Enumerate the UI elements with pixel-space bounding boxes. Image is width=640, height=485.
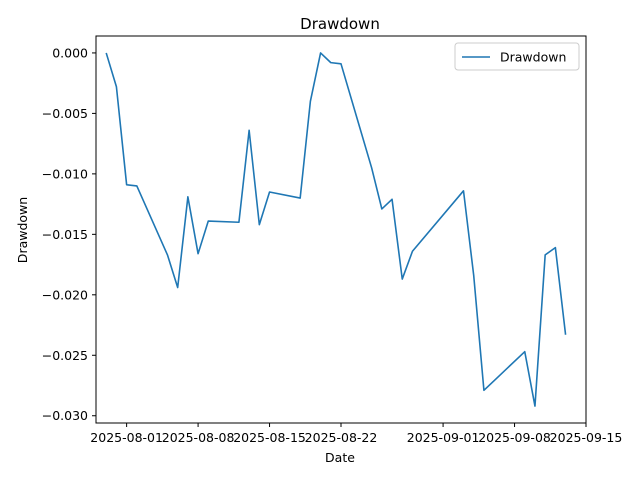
x-tick-label: 2025-09-08: [478, 430, 551, 445]
axes-frame: [95, 35, 587, 424]
y-tick-label: 0.000: [52, 45, 88, 60]
y-tick-label: −0.015: [42, 227, 88, 242]
plot-area: [105, 52, 567, 407]
y-tick-label: −0.010: [42, 166, 88, 181]
y-tick-label: −0.005: [42, 106, 88, 121]
legend-label: Drawdown: [500, 50, 566, 65]
x-tick-label: 2025-09-15: [550, 430, 623, 445]
series-line-0: [105, 52, 567, 407]
y-tick-label: −0.025: [42, 348, 88, 363]
x-tick-label: 2025-08-01: [90, 430, 163, 445]
y-axis-ticks: 0.000 −0.005 −0.010 −0.015 −0.020 −0.025 −0.03…: [42, 45, 96, 423]
x-axis-label: Date: [325, 450, 355, 465]
y-tick-label: −0.020: [42, 287, 88, 302]
x-tick-label: 2025-08-22: [305, 430, 378, 445]
legend: Drawdown: [454, 42, 580, 71]
x-tick-label: 2025-09-01: [407, 430, 480, 445]
x-tick-label: 2025-08-08: [162, 430, 235, 445]
chart-title: Drawdown: [300, 15, 380, 33]
x-tick-label: 2025-08-15: [233, 430, 306, 445]
legend-box: [454, 42, 580, 71]
y-tick-label: −0.030: [42, 408, 88, 423]
y-axis-label: Drawdown: [15, 197, 30, 263]
x-axis-ticks: 2025-08-012025-08-082025-08-152025-08-22…: [90, 423, 622, 445]
